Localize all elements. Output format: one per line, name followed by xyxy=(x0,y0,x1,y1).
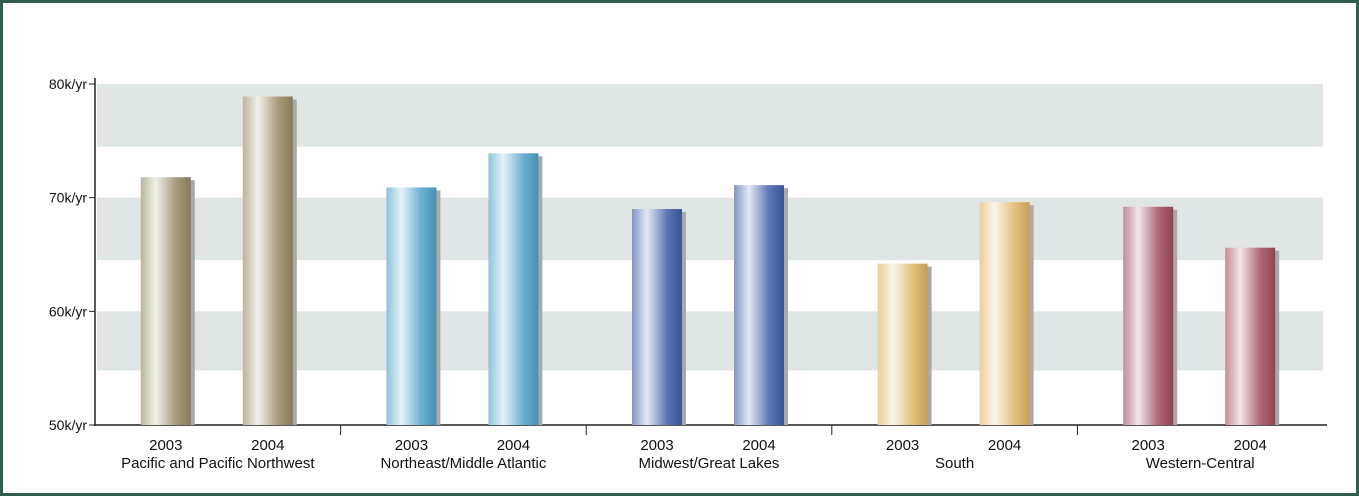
background-band xyxy=(97,197,1323,261)
bar-northeast-middle-atlantic-2004 xyxy=(488,153,539,425)
x-tick-label-year: 2003 xyxy=(886,437,919,454)
y-tick-label: 60k/yr xyxy=(49,303,87,319)
x-tick-label-year: 2004 xyxy=(251,437,284,454)
bar-pacific-and-pacific-northwest-2003 xyxy=(140,177,191,425)
group-label: Northeast/Middle Atlantic xyxy=(380,455,546,472)
bar-midwest-great-lakes-2004 xyxy=(734,185,784,425)
bar-northeast-middle-atlantic-2003 xyxy=(386,187,437,425)
group-label: Western-Central xyxy=(1146,455,1255,472)
x-tick-label-year: 2004 xyxy=(1234,437,1267,454)
axes xyxy=(89,78,1327,435)
bar-south-2003 xyxy=(877,263,928,425)
x-tick-label-year: 2003 xyxy=(395,437,428,454)
group-label: Midwest/Great Lakes xyxy=(639,455,780,472)
y-tick-label: 50k/yr xyxy=(49,417,87,433)
bar-western-central-2003 xyxy=(1123,206,1174,425)
background-band xyxy=(97,311,1323,371)
background-bands xyxy=(97,84,1323,371)
bar-south-2004 xyxy=(979,202,1030,425)
x-tick-label-year: 2003 xyxy=(640,437,673,454)
bar-midwest-great-lakes-2003 xyxy=(632,209,682,425)
y-tick-label: 70k/yr xyxy=(49,190,87,206)
group-label: Pacific and Pacific Northwest xyxy=(121,455,315,472)
bar-pacific-and-pacific-northwest-2004 xyxy=(242,96,293,426)
x-tick-label-year: 2004 xyxy=(988,437,1021,454)
bars xyxy=(140,96,1280,426)
y-tick-label: 80k/yr xyxy=(49,76,87,92)
x-tick-label-year: 2003 xyxy=(1132,437,1165,454)
background-band xyxy=(97,84,1323,147)
group-label: South xyxy=(935,455,974,472)
x-tick-label-year: 2004 xyxy=(497,437,530,454)
x-tick-label-year: 2004 xyxy=(742,437,775,454)
x-tick-label-year: 2003 xyxy=(149,437,182,454)
bar-western-central-2004 xyxy=(1225,247,1276,425)
